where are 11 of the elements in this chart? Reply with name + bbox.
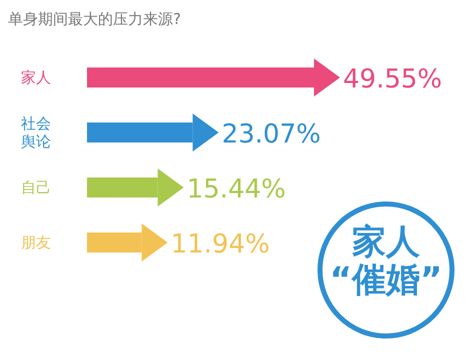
chart-title: 单身期间最大的压力来源? [8,10,181,28]
y-tick-label: 社会舆论 [21,114,51,150]
data-label: 49.55% [343,64,442,94]
y-tick-label: 朋友 [21,234,51,252]
data-label: 15.44% [186,174,286,204]
text: 家人 [352,222,421,262]
y-tick-label: 自己 [21,178,51,196]
text: “催婚” [330,260,442,300]
data-label: 23.07% [222,120,321,150]
y-tick-label: 家人 [21,68,51,86]
data-label: 11.94% [170,230,270,260]
